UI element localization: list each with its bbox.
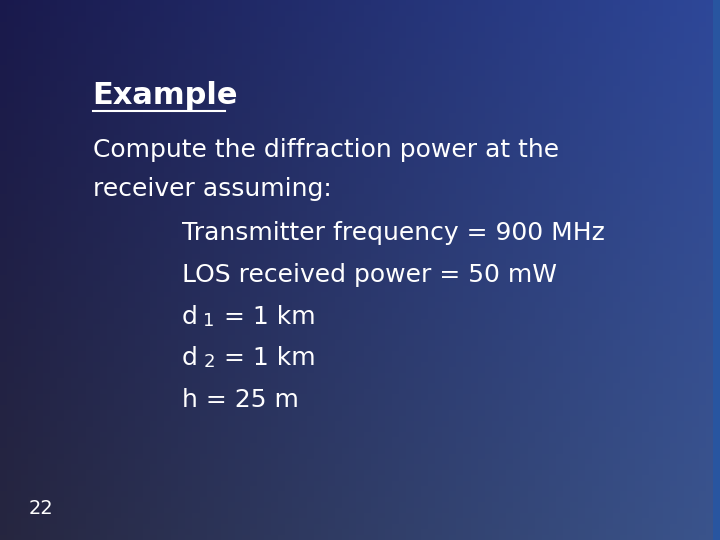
Text: d: d [181,305,198,328]
Text: Transmitter frequency = 900 MHz: Transmitter frequency = 900 MHz [181,221,605,245]
Text: Example: Example [93,81,238,110]
Text: 22: 22 [29,500,53,518]
Text: h = 25 m: h = 25 m [181,388,299,411]
Text: 1: 1 [203,312,215,329]
Text: = 1 km: = 1 km [216,305,315,328]
Text: receiver assuming:: receiver assuming: [93,177,331,201]
Text: = 1 km: = 1 km [216,346,315,370]
Text: LOS received power = 50 mW: LOS received power = 50 mW [181,263,557,287]
Text: 2: 2 [203,353,215,371]
Text: Compute the diffraction power at the: Compute the diffraction power at the [93,138,559,161]
Text: d: d [181,346,198,370]
